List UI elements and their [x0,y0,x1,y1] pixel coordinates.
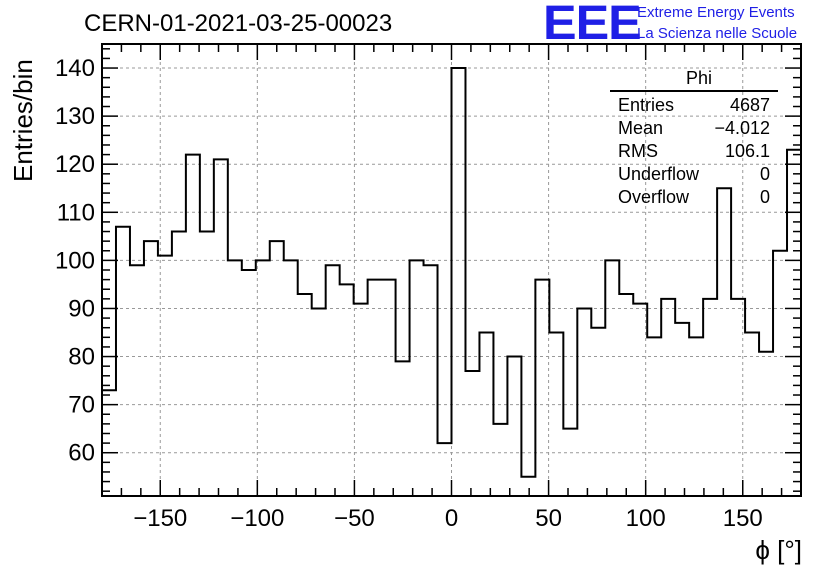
stats-row-entries: Entries 4687 [610,94,778,117]
x-tick-label: −100 [230,505,284,532]
stats-value: 106.1 [724,141,770,161]
stats-row-underflow: Underflow 0 [610,163,778,186]
histogram-bin [479,333,493,496]
histogram-bin [493,424,507,496]
stats-value: 4687 [729,95,770,115]
stats-box-divider [610,90,778,92]
histogram-bin [270,241,284,496]
histogram-bin [368,280,382,496]
histogram-bin [577,308,591,496]
y-tick-label: 100 [55,247,95,274]
logo-caption-line2: La Scienza nelle Scuole [637,25,798,42]
histogram-bin [703,299,717,496]
histogram-bin [410,260,424,496]
stats-value: 0 [759,187,770,207]
x-tick-label: 50 [535,505,562,532]
x-tick-label: 0 [445,505,458,532]
histogram-bin [605,260,619,496]
histogram-bin [619,294,633,496]
y-tick-label: 90 [68,295,95,322]
histogram-bin [228,260,242,496]
x-tick-label: 150 [723,505,763,532]
stats-box: Phi Entries 4687 Mean −4.012 RMS 106.1 Unde… [610,68,778,209]
logo-caption-line1: Extreme Energy Events [637,4,795,21]
histogram-bin [130,265,144,496]
histogram-bin [340,284,354,496]
histogram-series [102,67,801,496]
histogram-bin [731,299,745,496]
histogram-bin [298,294,312,496]
histogram-bin [396,361,410,496]
y-tick-label: 70 [68,392,95,419]
histogram-bin [521,477,535,496]
histogram-bin [647,337,661,496]
histogram-bin [745,333,759,496]
histogram-bin [549,333,563,496]
stats-label: Entries [618,95,675,115]
stats-label: Overflow [618,187,690,207]
histogram-bin [200,232,214,496]
x-tick-label: −150 [133,505,187,532]
eee-logo: EEE [543,0,642,50]
histogram-bin [284,260,298,496]
y-tick-label: 60 [68,440,95,467]
stats-label: RMS [618,141,658,161]
histogram-bin [326,265,340,496]
x-axis-label: ϕ [°] [755,535,802,565]
stats-row-mean: Mean −4.012 [610,117,778,140]
histogram-outline [102,67,801,478]
histogram-bin [382,280,396,496]
x-tick-label: −50 [334,505,375,532]
x-tick-label: 100 [626,505,666,532]
histogram-bin [563,429,577,496]
histogram-bin [424,265,438,496]
y-tick-label: 120 [55,151,95,178]
stats-label: Underflow [618,164,700,184]
histogram-bin [214,159,228,496]
histogram-bin [256,260,270,496]
histogram-bin [717,188,731,496]
stats-row-rms: RMS 106.1 [610,140,778,163]
histogram-bin [465,371,479,496]
histogram-bin [759,352,773,496]
chart-title: CERN-01-2021-03-25-00023 [84,10,393,37]
axis-ticks [101,44,802,496]
stats-label: Mean [618,118,664,138]
histogram-bin [312,308,326,496]
histogram-bin [158,256,172,496]
y-tick-label: 80 [68,344,95,371]
histogram-bin [438,443,452,496]
histogram-bin [689,337,703,496]
histogram-bin [144,241,158,496]
histogram-bin [591,328,605,496]
histogram-bin [507,357,521,496]
stats-box-title: Phi [685,68,712,88]
histogram-bin [787,150,801,496]
y-tick-label: 140 [55,55,95,82]
histogram-bin [535,280,549,496]
histogram-bin [675,323,689,496]
stats-row-overflow: Overflow 0 [610,186,778,209]
axis-tick-labels: −150 −100 −50 0 50 100 150 60 70 80 90 100 110 120 130… [55,55,763,532]
stats-value: −4.012 [714,118,770,138]
y-tick-label: 110 [57,199,95,226]
histogram-bin [172,232,186,496]
y-tick-label: 130 [55,103,95,130]
stats-value: 0 [759,164,770,184]
histogram-bin [242,270,256,496]
histogram-bin [186,155,200,496]
y-axis-label: Entries/bin [8,59,38,182]
histogram-bin [452,68,466,496]
histogram-bin [116,227,130,496]
histogram-bin [773,251,787,496]
histogram-bin [354,304,368,496]
histogram-bin [633,304,647,496]
histogram-bin [661,299,675,496]
